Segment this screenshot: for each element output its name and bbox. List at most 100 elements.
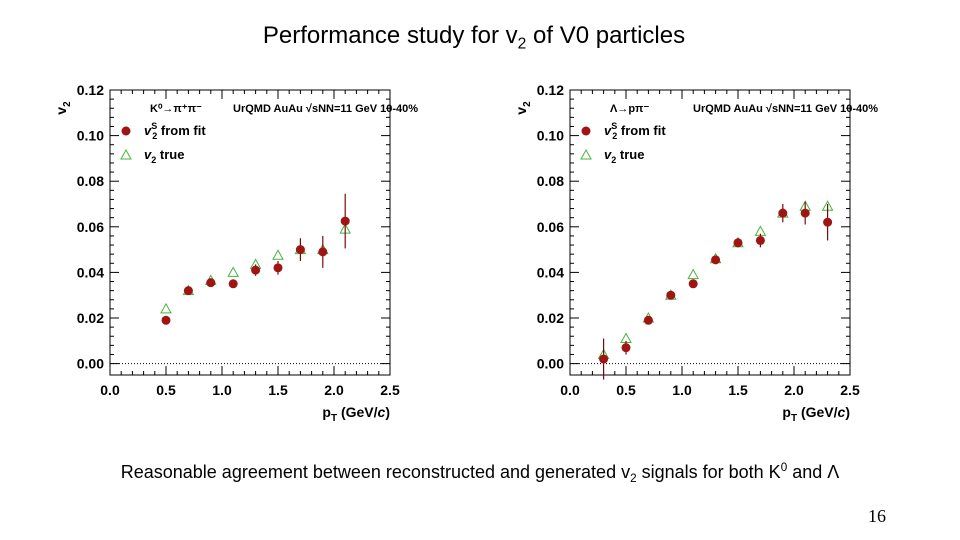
x-tick-label: 2.0 bbox=[784, 382, 804, 398]
x-axis-label-sub: T bbox=[331, 413, 337, 422]
fit-point bbox=[228, 279, 238, 289]
y-tick-label: 0.02 bbox=[537, 310, 564, 326]
legend-label-main: v bbox=[144, 147, 152, 162]
y-tick-label: 0.06 bbox=[537, 219, 564, 235]
legend-label-sub: 2 bbox=[151, 155, 156, 165]
chart-panel-lambda: 0.0 0.5 1.0 1.5 2.0 2.5 0.00 0.02 0.04 0.06 0.08 0.… bbox=[510, 70, 910, 422]
legend-label-main: v bbox=[144, 123, 152, 138]
y-tick-label: 0.10 bbox=[537, 128, 564, 144]
fit-point bbox=[755, 235, 765, 245]
chart-panel-kaon: 0.0 0.5 1.0 1.5 2.0 2.5 0.00 0.02 0.04 0.06 0.08 0.… bbox=[50, 70, 450, 422]
legend-label-sub: 2 bbox=[152, 131, 157, 141]
x-tick-label: 1.0 bbox=[212, 382, 232, 398]
fit-point bbox=[206, 278, 216, 288]
chart-kaon: 0.0 0.5 1.0 1.5 2.0 2.5 0.00 0.02 0.04 0.06 0.08 0.… bbox=[53, 82, 418, 422]
y-tick-label: 0.12 bbox=[77, 82, 104, 98]
x-axis-label-rest: (GeV/ bbox=[337, 404, 378, 420]
caption-part1: Reasonable agreement between reconstruct… bbox=[120, 462, 631, 482]
x-tick-label: 2.5 bbox=[840, 382, 860, 398]
legend-label-main: v bbox=[604, 123, 612, 138]
x-axis-label-close: ) bbox=[385, 404, 390, 420]
fit-point bbox=[643, 315, 653, 325]
true-point bbox=[272, 249, 284, 260]
x-axis-label-sub: T bbox=[791, 413, 797, 422]
fit-point bbox=[599, 354, 609, 364]
legend-label-sub: 2 bbox=[612, 131, 617, 141]
legend-marker-fit bbox=[581, 126, 591, 136]
x-tick-label: 0.5 bbox=[616, 382, 636, 398]
slide-title: Performance study for v2 of V0 particles bbox=[0, 22, 948, 53]
y-axis-label-sub: 2 bbox=[522, 101, 533, 107]
y-axis-label: v2 bbox=[513, 101, 533, 115]
y-tick-label: 0.08 bbox=[537, 173, 564, 189]
x-axis-label-close: ) bbox=[845, 404, 850, 420]
legend-label-rest: true bbox=[616, 147, 644, 162]
x-axis-label-italic: c bbox=[378, 404, 386, 420]
slide-title-prefix: Performance study for v bbox=[262, 22, 518, 49]
slide-caption: Reasonable agreement between reconstruct… bbox=[0, 462, 960, 486]
fit-point bbox=[183, 286, 193, 296]
fit-point bbox=[340, 216, 350, 226]
decay-annotation: K⁰→π⁺π⁻ bbox=[150, 103, 202, 115]
fit-point bbox=[778, 208, 788, 218]
fit-point bbox=[621, 343, 631, 353]
x-tick-label: 2.5 bbox=[380, 382, 400, 398]
y-tick-label: 0.06 bbox=[77, 219, 104, 235]
chart-lambda: 0.0 0.5 1.0 1.5 2.0 2.5 0.00 0.02 0.04 0.06 0.08 0.… bbox=[513, 82, 878, 422]
legend-marker-true bbox=[120, 148, 132, 160]
legend-label-rest: from fit bbox=[157, 123, 206, 138]
fit-point bbox=[823, 217, 833, 227]
true-point bbox=[227, 266, 240, 277]
y-tick-label: 0.04 bbox=[537, 264, 564, 280]
y-axis-label-main: v bbox=[513, 107, 529, 115]
caption-part2: signals for both K bbox=[636, 462, 781, 482]
x-axis-label-rest: (GeV/ bbox=[797, 404, 838, 420]
y-tick-label: 0.04 bbox=[77, 264, 104, 280]
x-tick-label: 1.5 bbox=[268, 382, 288, 398]
legend-label: v2 true bbox=[144, 147, 184, 165]
caption-subscript: 2 bbox=[630, 472, 637, 486]
y-axis-label: v2 bbox=[53, 101, 73, 115]
x-axis-label: pT (GeV/c) bbox=[322, 404, 390, 422]
x-tick-label: 0.0 bbox=[100, 382, 120, 398]
system-annotation: UrQMD AuAu √sNN=11 GeV 10-40% bbox=[233, 103, 418, 115]
legend-label-sub: 2 bbox=[611, 155, 616, 165]
slide-title-subscript: 2 bbox=[517, 35, 527, 53]
slide-title-suffix: of V0 particles bbox=[526, 22, 686, 49]
y-tick-label: 0.00 bbox=[537, 356, 564, 372]
fit-point bbox=[161, 315, 171, 325]
legend-marker-fit bbox=[121, 126, 131, 136]
caption-part3: and Λ bbox=[787, 462, 840, 482]
fit-point bbox=[318, 247, 328, 257]
fit-point bbox=[800, 208, 810, 218]
page-number: 16 bbox=[868, 506, 886, 526]
x-tick-label: 1.5 bbox=[728, 382, 748, 398]
y-tick-label: 0.00 bbox=[77, 356, 104, 372]
legend-label-main: v bbox=[604, 147, 612, 162]
y-axis-label-main: v bbox=[53, 107, 69, 115]
x-tick-label: 1.0 bbox=[672, 382, 692, 398]
fit-point bbox=[273, 263, 283, 273]
legend-label-sup: S bbox=[151, 121, 157, 131]
system-annotation: UrQMD AuAu √sNN=11 GeV 10-40% bbox=[693, 103, 878, 115]
legend-label: vS 2 from fit bbox=[604, 121, 666, 141]
fit-point bbox=[711, 255, 721, 265]
x-axis-label-italic: c bbox=[838, 404, 846, 420]
legend-label-rest: from fit bbox=[617, 123, 666, 138]
legend-marker-true bbox=[580, 148, 592, 160]
legend-label: vS 2 from fit bbox=[144, 121, 206, 141]
x-tick-label: 2.0 bbox=[324, 382, 344, 398]
x-tick-label: 0.5 bbox=[156, 382, 176, 398]
fit-point bbox=[688, 279, 698, 289]
y-tick-label: 0.08 bbox=[77, 173, 104, 189]
x-axis-label-main: p bbox=[322, 404, 331, 420]
fit-point bbox=[251, 265, 261, 275]
plot-frame bbox=[109, 89, 391, 376]
y-axis-label-sub: 2 bbox=[62, 101, 73, 107]
legend-label-sup: S bbox=[611, 121, 617, 131]
x-axis-label: pT (GeV/c) bbox=[782, 404, 850, 422]
y-tick-label: 0.02 bbox=[77, 310, 104, 326]
true-point bbox=[160, 302, 172, 314]
fit-point bbox=[733, 238, 743, 248]
legend-label: v2 true bbox=[604, 147, 644, 165]
